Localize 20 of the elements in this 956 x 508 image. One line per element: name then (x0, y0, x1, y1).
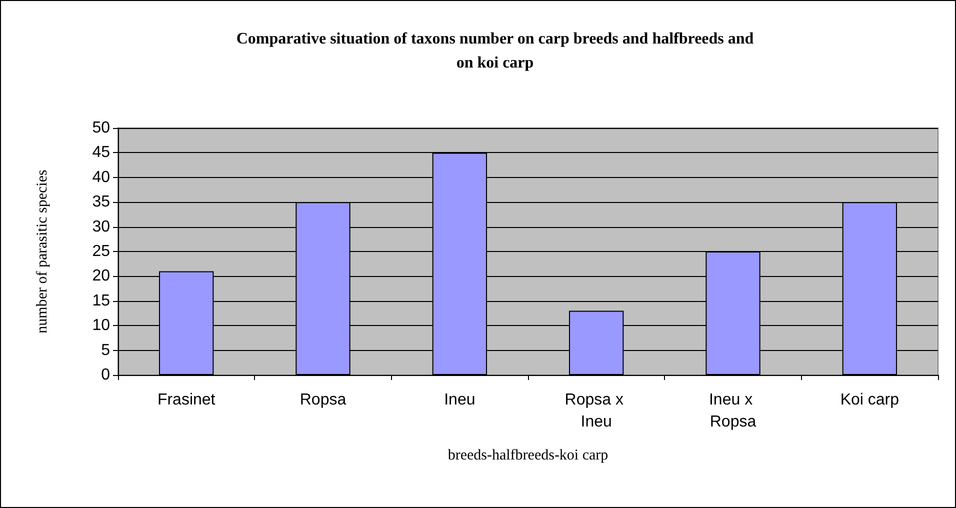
y-tick-label: 45 (92, 144, 110, 162)
y-tick-label: 50 (92, 120, 110, 136)
y-tick-label: 15 (92, 292, 110, 310)
y-tick-label: 20 (92, 268, 110, 285)
x-tick-label: Ropsa (300, 392, 346, 408)
x-tick-label: Ropsa x Ineu (564, 392, 628, 430)
y-tick-label: 0 (101, 366, 110, 384)
y-tick-label: 30 (92, 218, 110, 236)
x-tick-label: Ineu (444, 392, 476, 408)
x-axis-title: breeds-halfbreeds-koi carp (448, 448, 608, 464)
y-tick-label: 35 (92, 194, 110, 211)
y-tick-label: 10 (92, 317, 110, 334)
y-axis-title: number of parasitic species (34, 170, 50, 334)
x-tick-label: Ineu x Ropsa (708, 392, 758, 430)
y-tick-label: 5 (101, 342, 110, 359)
x-tick-label: Frasinet (157, 392, 216, 408)
chart-title: Comparative situation of taxons number on carp breeds and halfbreeds and on koi carp (236, 30, 754, 72)
x-tick-label: Koi carp (840, 392, 900, 408)
y-tick-label: 40 (92, 168, 110, 186)
y-tick-label: 25 (92, 243, 110, 260)
